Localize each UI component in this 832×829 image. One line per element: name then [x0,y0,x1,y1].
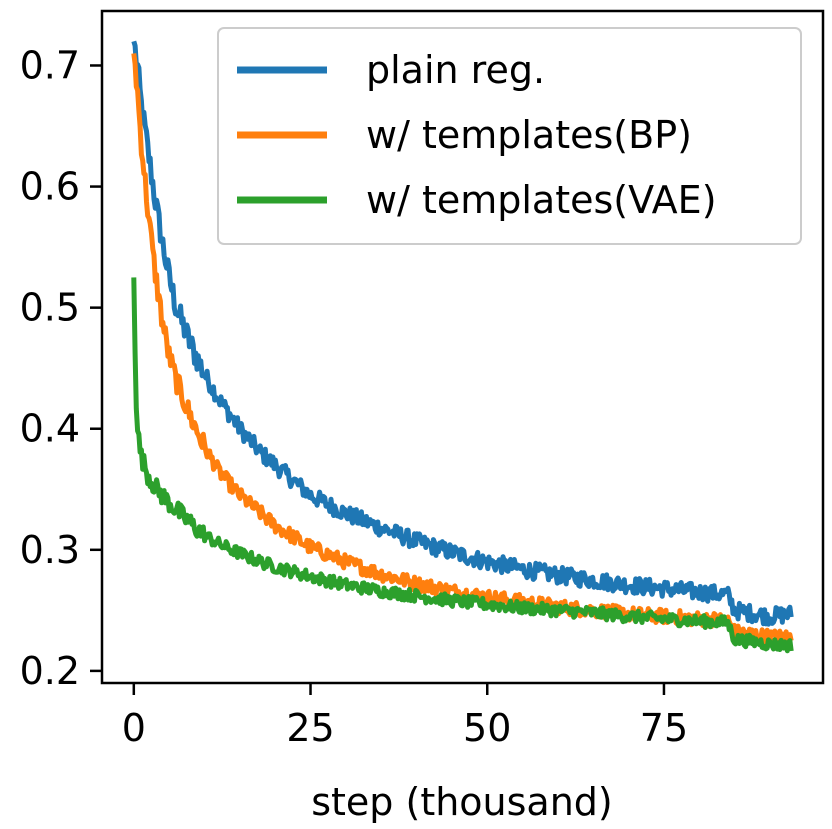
series-line-plain-reg- [131,40,794,627]
x-axis-label: step (thousand) [311,780,613,824]
y-axis: 0.2 0.3 0.4 0.5 0.6 0.7 [20,43,102,693]
x-tick-label: 0 [122,706,146,750]
y-tick-label: 0.4 [20,407,80,451]
plot-frame [100,9,825,685]
legend-label-templates-bp: w/ templates(BP) [366,113,692,157]
x-tick-label: 50 [463,706,511,750]
y-tick-label: 0.7 [20,43,80,87]
legend-label-plain-reg: plain reg. [366,48,545,92]
y-tick-label: 0.6 [20,165,80,209]
legend-box [217,27,802,245]
y-tick-label: 0.3 [20,528,80,572]
y-tick-label: 0.5 [20,286,80,330]
x-tick-label: 75 [640,706,688,750]
series-layer [131,40,794,654]
legend: plain reg. w/ templates(BP) w/ templates… [217,27,802,245]
x-tick-label: 25 [286,706,334,750]
legend-label-templates-vae: w/ templates(VAE) [366,178,717,222]
y-tick-label: 0.2 [20,649,80,693]
x-axis: 0 25 50 75 [122,683,688,750]
series-line-w-templates-vae- [131,277,794,654]
